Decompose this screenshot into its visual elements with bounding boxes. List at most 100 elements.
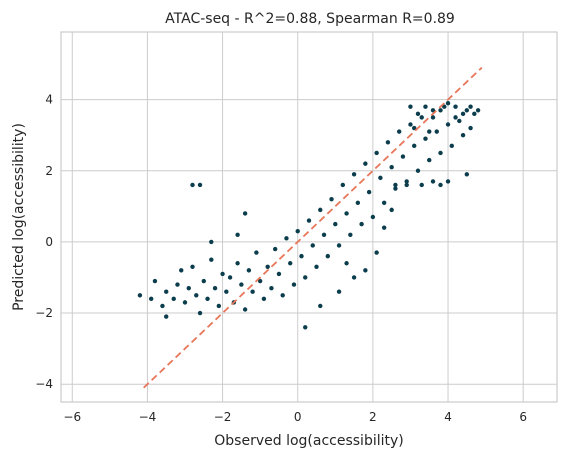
data-point	[408, 122, 413, 127]
data-point	[449, 143, 454, 149]
data-point	[190, 182, 195, 188]
data-point	[404, 179, 409, 184]
x-tick-label: −6	[63, 410, 81, 424]
data-point	[472, 111, 477, 117]
data-point	[374, 150, 379, 156]
data-point	[438, 108, 443, 113]
data-point	[194, 293, 199, 298]
data-point	[442, 104, 447, 109]
grid-lines	[61, 32, 557, 402]
data-point	[171, 296, 176, 302]
data-point	[336, 289, 342, 294]
data-point	[321, 232, 327, 237]
data-point	[348, 232, 353, 237]
x-tick-label: 0	[294, 410, 302, 424]
data-point	[408, 104, 413, 109]
data-point	[137, 293, 143, 298]
data-point	[190, 264, 195, 270]
data-point	[393, 182, 398, 188]
data-point	[333, 221, 338, 227]
data-point	[389, 164, 394, 170]
x-tick-label: 4	[444, 410, 452, 424]
data-point	[288, 261, 293, 266]
data-point	[310, 243, 315, 248]
data-point	[314, 264, 319, 270]
data-point	[205, 296, 210, 302]
data-point	[340, 182, 346, 188]
data-point	[415, 111, 421, 117]
data-point	[250, 289, 255, 294]
data-points	[137, 100, 481, 330]
data-point	[378, 175, 383, 181]
y-tick-label: 0	[45, 235, 53, 249]
data-point	[457, 118, 462, 124]
data-point	[400, 154, 406, 159]
data-point	[306, 218, 312, 223]
tick-labels: −6 −4 −2 0 2 4 6 −4 −2 0 2 4	[35, 93, 527, 424]
data-point	[295, 229, 300, 234]
data-point	[445, 179, 451, 184]
data-point	[220, 271, 225, 277]
data-point	[212, 285, 218, 291]
x-tick-label: −4	[139, 410, 157, 424]
data-point	[355, 200, 361, 205]
data-point	[445, 122, 451, 127]
data-point	[423, 136, 428, 141]
data-point	[430, 115, 436, 120]
data-point	[464, 108, 470, 113]
data-point	[261, 296, 267, 302]
data-point	[175, 282, 180, 287]
data-point	[396, 129, 402, 134]
data-point	[430, 179, 436, 184]
data-point	[303, 275, 308, 280]
data-point	[276, 271, 282, 277]
y-axis-label: Predicted log(accessibility)	[11, 123, 27, 311]
x-tick-label: 6	[519, 410, 527, 424]
data-point	[423, 104, 428, 109]
data-point	[246, 268, 252, 273]
data-point	[393, 186, 398, 191]
data-point	[351, 172, 357, 177]
data-point	[242, 307, 248, 312]
x-axis-label: Observed log(accessibility)	[214, 433, 403, 449]
y-tick-label: −2	[35, 306, 53, 320]
y-tick-label: −4	[35, 377, 53, 391]
data-point	[254, 250, 259, 255]
data-point	[216, 303, 222, 309]
data-point	[412, 125, 417, 131]
data-point	[460, 111, 466, 117]
data-point	[148, 296, 154, 302]
data-point	[381, 225, 387, 230]
data-point	[329, 197, 334, 202]
data-point	[389, 207, 394, 213]
data-point	[351, 275, 357, 280]
data-point	[164, 289, 169, 294]
data-point	[235, 261, 240, 266]
data-point	[318, 207, 323, 213]
data-point	[336, 243, 342, 248]
data-point	[363, 161, 368, 166]
data-point	[182, 300, 188, 305]
data-point	[272, 246, 278, 252]
identity-line	[143, 66, 483, 389]
chart-title: ATAC-seq - R^2=0.88, Spearman R=0.89	[165, 11, 455, 27]
data-point	[427, 129, 432, 134]
data-point	[460, 132, 466, 138]
data-point	[468, 125, 473, 131]
data-point	[197, 182, 203, 188]
data-point	[359, 221, 364, 227]
data-point	[430, 108, 436, 113]
x-tick-label: 2	[369, 410, 377, 424]
data-point	[269, 285, 274, 291]
data-point	[419, 182, 424, 188]
data-point	[427, 157, 432, 163]
data-point	[299, 253, 304, 259]
data-point	[445, 100, 451, 106]
data-point	[186, 285, 191, 291]
data-point	[438, 182, 443, 188]
data-point	[415, 168, 421, 173]
data-point	[344, 211, 349, 216]
data-point	[468, 104, 473, 109]
data-point	[419, 115, 424, 120]
